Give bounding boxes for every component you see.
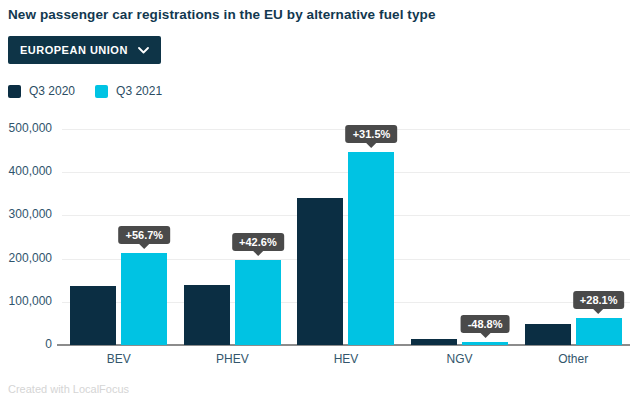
bar-slot: +28.1% [576, 129, 622, 345]
x-tick-label: BEV [62, 352, 176, 366]
x-tick-label: PHEV [176, 352, 290, 366]
bar-slot [184, 129, 230, 345]
credit-text: Created with LocalFocus [8, 383, 129, 395]
bar-slot: +56.7% [121, 129, 167, 345]
bar-phev-q3-2021[interactable] [235, 260, 281, 345]
y-tick-label: 400,000 [0, 164, 52, 178]
bar-slot [525, 129, 571, 345]
bar-phev-q3-2020[interactable] [184, 285, 230, 345]
bar-group-ngv: -48.8% [403, 129, 517, 345]
x-tick-label: NGV [403, 352, 517, 366]
y-tick-label: 200,000 [0, 251, 52, 265]
bar-slot: +42.6% [235, 129, 281, 345]
bar-slot [411, 129, 457, 345]
bar-slot: -48.8% [462, 129, 508, 345]
y-tick-label: 100,000 [0, 294, 52, 308]
chart-card: New passenger car registrations in the E… [0, 0, 638, 402]
legend-swatch-icon [95, 85, 108, 98]
legend-label: Q3 2020 [29, 84, 75, 98]
region-dropdown[interactable]: EUROPEAN UNION [8, 36, 161, 64]
y-tick-label: 500,000 [0, 121, 52, 135]
legend-item: Q3 2020 [8, 84, 75, 98]
chevron-down-icon [138, 47, 149, 54]
bar-other-q3-2021[interactable] [576, 318, 622, 345]
plot-area: +56.7% +42.6% +31.5% -48.8% +28.1% [62, 129, 630, 345]
page-title: New passenger car registrations in the E… [8, 7, 436, 22]
x-axis-labels: BEVPHEVHEVNGVOther [62, 352, 630, 366]
bar-groups: +56.7% +42.6% +31.5% -48.8% +28.1% [62, 129, 630, 345]
change-badge: +42.6% [232, 233, 284, 251]
y-tick-label: 300,000 [0, 207, 52, 221]
y-tick-label: 0 [0, 337, 52, 351]
bar-slot: +31.5% [348, 129, 394, 345]
x-tick-label: Other [516, 352, 630, 366]
legend: Q3 2020 Q3 2021 [8, 84, 162, 98]
change-badge: +56.7% [118, 226, 170, 244]
bar-group-bev: +56.7% [62, 129, 176, 345]
bar-other-q3-2020[interactable] [525, 324, 571, 345]
bar-ngv-q3-2021[interactable] [462, 342, 508, 345]
bar-hev-q3-2020[interactable] [297, 198, 343, 345]
bar-slot [70, 129, 116, 345]
legend-swatch-icon [8, 85, 21, 98]
legend-label: Q3 2021 [116, 84, 162, 98]
bar-bev-q3-2021[interactable] [121, 253, 167, 345]
bar-group-other: +28.1% [516, 129, 630, 345]
region-dropdown-label: EUROPEAN UNION [20, 44, 128, 56]
change-badge: +28.1% [573, 291, 625, 309]
bar-hev-q3-2021[interactable] [348, 152, 394, 345]
bar-group-hev: +31.5% [289, 129, 403, 345]
legend-item: Q3 2021 [95, 84, 162, 98]
bar-ngv-q3-2020[interactable] [411, 339, 457, 345]
change-badge: +31.5% [346, 125, 398, 143]
bar-group-phev: +42.6% [176, 129, 290, 345]
change-badge: -48.8% [461, 315, 510, 333]
bar-slot [297, 129, 343, 345]
bar-bev-q3-2020[interactable] [70, 286, 116, 345]
x-tick-label: HEV [289, 352, 403, 366]
